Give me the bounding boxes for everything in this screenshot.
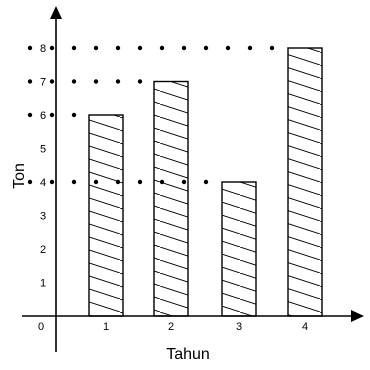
reference-dot xyxy=(137,79,143,84)
dotted-reference-lines xyxy=(27,45,275,185)
y-tick-label: 2 xyxy=(40,244,46,256)
reference-dot xyxy=(71,112,77,118)
x-axis-arrow xyxy=(351,310,364,322)
reference-dot xyxy=(159,45,165,51)
bar-1 xyxy=(88,114,124,317)
reference-line-6 xyxy=(27,112,77,118)
x-tick-label: 3 xyxy=(236,321,242,333)
reference-dot xyxy=(203,45,209,51)
reference-dot xyxy=(27,45,33,51)
x-tick-label: 4 xyxy=(302,321,308,333)
x-tick-label: 2 xyxy=(168,321,174,333)
reference-dot xyxy=(71,179,77,185)
reference-dot xyxy=(27,79,33,84)
reference-dot xyxy=(115,79,121,84)
y-tick-label: 7 xyxy=(40,77,46,89)
reference-dot xyxy=(71,45,77,51)
reference-line-7 xyxy=(27,79,143,84)
reference-dot xyxy=(137,179,143,185)
y-tick-label: 1 xyxy=(40,278,46,290)
reference-dot xyxy=(93,45,99,51)
y-axis-title: Ton xyxy=(11,163,28,189)
y-tick-label: 4 xyxy=(40,177,46,189)
reference-dot xyxy=(247,45,253,51)
origin-label: 0 xyxy=(38,321,44,333)
reference-dot xyxy=(137,45,143,51)
reference-dot xyxy=(115,45,121,51)
reference-dot xyxy=(203,179,209,185)
reference-dot xyxy=(49,45,55,51)
reference-dot xyxy=(71,79,77,84)
reference-dot xyxy=(27,179,33,185)
reference-dot xyxy=(49,79,55,84)
reference-dot xyxy=(269,45,275,51)
reference-dot xyxy=(225,45,231,51)
y-tick-label: 5 xyxy=(40,144,46,156)
y-tick-labels: 1 2 3 4 5 6 7 8 xyxy=(40,43,46,290)
bar-4 xyxy=(287,47,323,317)
reference-line-8 xyxy=(27,45,275,51)
bar-2 xyxy=(153,80,189,317)
reference-dot xyxy=(27,112,33,118)
reference-dot xyxy=(49,179,55,185)
bar-3 xyxy=(221,181,257,317)
y-tick-label: 3 xyxy=(40,211,46,223)
reference-dot xyxy=(93,79,99,84)
y-axis-arrow xyxy=(50,6,62,19)
x-tick-labels: 1 2 3 4 xyxy=(103,321,308,333)
reference-dot xyxy=(181,45,187,51)
y-tick-label: 6 xyxy=(40,110,46,122)
reference-dot xyxy=(49,112,55,118)
y-tick-label: 8 xyxy=(40,43,46,55)
x-tick-label: 1 xyxy=(103,321,109,333)
x-axis-title: Tahun xyxy=(166,346,210,363)
